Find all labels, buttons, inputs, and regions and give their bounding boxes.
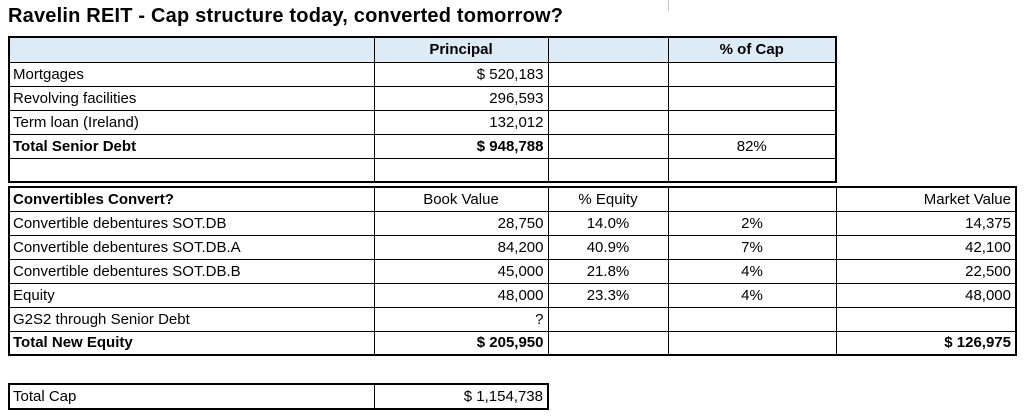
empty-cell (547, 109, 669, 135)
table-row-total-senior-debt: Total Senior Debt $ 948,788 82% (8, 133, 837, 159)
pct-of-cap-value (667, 61, 837, 87)
book-value-column-header: Book Value (373, 186, 549, 212)
book-value: 84,200 (373, 234, 549, 260)
table-row-mortgages: Mortgages $ 520,183 (8, 61, 837, 87)
market-value (835, 306, 1017, 332)
convertibles-header-row: Convertibles Convert? Book Value % Equit… (8, 186, 1017, 212)
table-row-total-cap: Total Cap $ 1,154,738 (8, 383, 549, 410)
pct-of-cap-value (667, 85, 837, 111)
market-value: 14,375 (835, 210, 1017, 236)
table-row-blank (8, 157, 837, 183)
table-row-g2s2: G2S2 through Senior Debt ? (8, 306, 1017, 332)
senior-header-row: Principal % of Cap (8, 36, 837, 63)
table-row-debenture-sotdbb: Convertible debentures SOT.DB.B 45,000 2… (8, 258, 1017, 284)
pct-of-cap-value (667, 109, 837, 135)
principal-value: $ 948,788 (373, 133, 549, 159)
senior-debt-table: Principal % of Cap Mortgages $ 520,183 R… (8, 36, 837, 183)
table-row-debenture-sotdba: Convertible debentures SOT.DB.A 84,200 4… (8, 234, 1017, 260)
market-value: 22,500 (835, 258, 1017, 284)
table-row-revolving-facilities: Revolving facilities 296,593 (8, 85, 837, 111)
row-label: Equity (8, 282, 375, 308)
pct-equity-value: 23.3% (547, 282, 669, 308)
row-label: Mortgages (8, 61, 375, 87)
book-value: 45,000 (373, 258, 549, 284)
pct-equity-value (547, 330, 669, 356)
book-value: ? (373, 306, 549, 332)
principal-value: 132,012 (373, 109, 549, 135)
market-value: $ 126,975 (835, 330, 1017, 356)
row-label: Total Cap (8, 383, 375, 410)
empty-cell (373, 157, 549, 183)
principal-value: $ 520,183 (373, 61, 549, 87)
market-value-column-header: Market Value (835, 186, 1017, 212)
empty-cell (8, 157, 375, 183)
market-value: 48,000 (835, 282, 1017, 308)
row-label: Total New Equity (8, 330, 375, 356)
pct-of-cap-value: 2% (667, 210, 837, 236)
pct-of-cap-value: 7% (667, 234, 837, 260)
principal-value: 296,593 (373, 85, 549, 111)
row-label: Convertible debentures SOT.DB.B (8, 258, 375, 284)
empty-cell (547, 157, 669, 183)
page-title: Ravelin REIT - Cap structure today, conv… (8, 5, 564, 27)
book-value: 48,000 (373, 282, 549, 308)
row-label: Term loan (Ireland) (8, 109, 375, 135)
empty-cell (547, 61, 669, 87)
table-row-total-new-equity: Total New Equity $ 205,950 $ 126,975 (8, 330, 1017, 356)
row-label: Revolving facilities (8, 85, 375, 111)
row-label: G2S2 through Senior Debt (8, 306, 375, 332)
principal-column-header: Principal (373, 36, 549, 63)
pct-equity-value: 40.9% (547, 234, 669, 260)
market-value: 42,100 (835, 234, 1017, 260)
pct-equity-value: 21.8% (547, 258, 669, 284)
table-row-equity: Equity 48,000 23.3% 4% 48,000 (8, 282, 1017, 308)
book-value: $ 205,950 (373, 330, 549, 356)
pct-of-cap-column-header: % of Cap (667, 36, 837, 63)
row-label: Convertible debentures SOT.DB.A (8, 234, 375, 260)
empty-cell (667, 186, 837, 212)
row-label: Total Senior Debt (8, 133, 375, 159)
pct-equity-value: 14.0% (547, 210, 669, 236)
senior-header-spacer-cell (547, 36, 669, 63)
convertibles-table: Convertibles Convert? Book Value % Equit… (8, 186, 1017, 356)
table-row-debenture-sotdb: Convertible debentures SOT.DB 28,750 14.… (8, 210, 1017, 236)
pct-of-cap-value: 4% (667, 282, 837, 308)
pct-of-cap-value: 82% (667, 133, 837, 159)
pct-of-cap-value (667, 306, 837, 332)
pct-of-cap-value (667, 330, 837, 356)
gridline-artifact (668, 0, 669, 11)
pct-of-cap-value: 4% (667, 258, 837, 284)
row-label: Convertible debentures SOT.DB (8, 210, 375, 236)
book-value: 28,750 (373, 210, 549, 236)
empty-cell (667, 157, 837, 183)
table-row-term-loan: Term loan (Ireland) 132,012 (8, 109, 837, 135)
convertibles-convert-header: Convertibles Convert? (8, 186, 375, 212)
total-cap-value: $ 1,154,738 (373, 383, 549, 410)
total-cap-table: Total Cap $ 1,154,738 (8, 383, 549, 410)
pct-equity-column-header: % Equity (547, 186, 669, 212)
pct-equity-value (547, 306, 669, 332)
senior-header-label-cell (8, 36, 375, 63)
empty-cell (547, 133, 669, 159)
empty-cell (547, 85, 669, 111)
